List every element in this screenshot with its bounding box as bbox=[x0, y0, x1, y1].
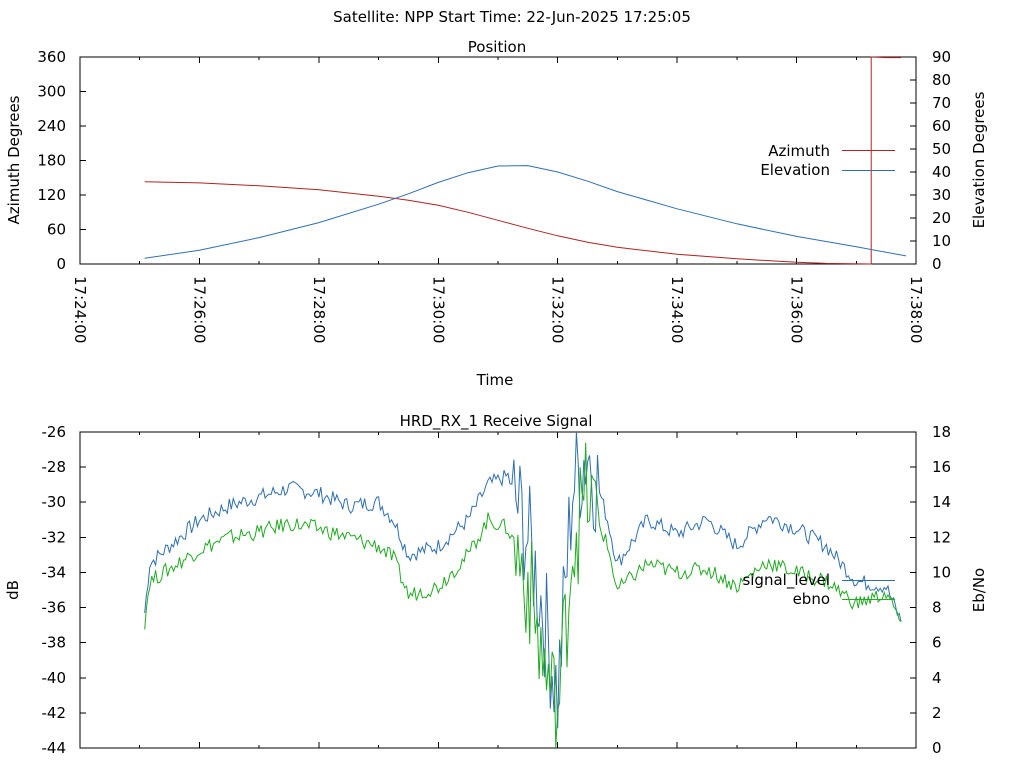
y2-tick-label: 4 bbox=[932, 669, 942, 687]
y-tick-label: -32 bbox=[42, 528, 67, 546]
signal-ticks: -26 -28 -30 -32 -34 -36 -38 -40 -42 -44 18 16 14 12 10… bbox=[42, 423, 952, 757]
y-tick-label: 360 bbox=[37, 48, 66, 66]
series-line-signal-level bbox=[144, 431, 902, 729]
y-tick-label: 60 bbox=[47, 221, 66, 239]
series-line-ebno bbox=[144, 442, 902, 749]
x-tick-label: 17:30:00 bbox=[429, 276, 447, 343]
position-legend: Azimuth Elevation bbox=[760, 142, 895, 179]
y2-tick-label: 16 bbox=[932, 458, 951, 476]
position-lines bbox=[144, 56, 907, 265]
signal-chart: HRD_RX_1 Receive Signal -26-28-30-32-34-… bbox=[4, 412, 988, 757]
x-tick-label: 17:38:00 bbox=[907, 276, 925, 343]
y2-tick-label: 8 bbox=[932, 599, 942, 617]
y2-tick-label: 50 bbox=[932, 140, 951, 158]
y2-tick-label: 0 bbox=[932, 255, 942, 273]
y2-tick-label: 20 bbox=[932, 209, 951, 227]
y2-tick-label: 18 bbox=[932, 423, 951, 441]
x-tick-label: 17:32:00 bbox=[549, 276, 567, 343]
y2-tick-label: 80 bbox=[932, 71, 951, 89]
position-x-label: Time bbox=[476, 371, 514, 389]
position-y-label: Azimuth Degrees bbox=[5, 95, 23, 224]
signal-legend: signal_level ebno bbox=[742, 571, 895, 608]
y2-tick-label: 10 bbox=[932, 563, 951, 581]
position-chart-title: Position bbox=[468, 38, 526, 56]
signal-chart-title: HRD_RX_1 Receive Signal bbox=[400, 412, 593, 431]
y2-tick-label: 90 bbox=[932, 48, 951, 66]
x-tick-label: 17:34:00 bbox=[668, 276, 686, 343]
x-tick-label: 17:28:00 bbox=[310, 276, 328, 343]
y-tick-label: 180 bbox=[37, 152, 66, 170]
page-title: Satellite: NPP Start Time: 22-Jun-2025 1… bbox=[333, 8, 691, 26]
position-ticks: 17:24:00 17:26:00 17:28:00 17:30:00 17:32:00… bbox=[37, 48, 951, 343]
y2-tick-label: 30 bbox=[932, 186, 951, 204]
y-tick-label: 0 bbox=[56, 255, 66, 273]
y2-tick-label: 0 bbox=[932, 739, 942, 757]
y-tick-label: 240 bbox=[37, 117, 66, 135]
series-line-elevation bbox=[144, 165, 907, 259]
y-tick-label: -30 bbox=[42, 493, 67, 511]
position-y2-label: Elevation Degrees bbox=[970, 91, 988, 228]
y2-tick-label: 14 bbox=[932, 493, 951, 511]
signal-plot-frame bbox=[79, 431, 917, 749]
x-tick-label: 17:36:00 bbox=[788, 276, 806, 343]
y-tick-label: -38 bbox=[42, 634, 67, 652]
y2-tick-label: 6 bbox=[932, 634, 942, 652]
y2-tick-label: 2 bbox=[932, 704, 942, 722]
y-tick-label: -34 bbox=[42, 563, 67, 581]
y-tick-label: -26 bbox=[42, 423, 67, 441]
y-tick-label: -36 bbox=[42, 599, 67, 617]
signal-y-label: dB bbox=[4, 580, 22, 600]
x-tick-label: 17:24:00 bbox=[71, 276, 89, 343]
y-tick-label: -44 bbox=[42, 739, 67, 757]
signal-y2-label: Eb/No bbox=[970, 568, 988, 612]
x-tick-label: 17:26:00 bbox=[190, 276, 208, 343]
y2-tick-label: 10 bbox=[932, 232, 951, 250]
y-tick-label: 300 bbox=[37, 83, 66, 101]
y-tick-label: 120 bbox=[37, 186, 66, 204]
y2-tick-label: 40 bbox=[932, 163, 951, 181]
y-tick-label: -40 bbox=[42, 669, 67, 687]
series-line-azimuth bbox=[144, 56, 902, 265]
y-tick-label: -42 bbox=[42, 704, 67, 722]
y2-tick-label: 60 bbox=[932, 117, 951, 135]
legend-azimuth-label: Azimuth bbox=[768, 142, 830, 160]
y-tick-label: -28 bbox=[42, 458, 67, 476]
position-chart: Position 17:24:00 17:26:00 17:28:00 17:30:0… bbox=[5, 38, 988, 389]
legend-elevation-label: Elevation bbox=[760, 161, 830, 179]
y2-tick-label: 12 bbox=[932, 528, 951, 546]
legend-signal-label: signal_level bbox=[742, 571, 830, 590]
legend-ebno-label: ebno bbox=[793, 590, 830, 608]
signal-lines bbox=[144, 431, 902, 749]
y2-tick-label: 70 bbox=[932, 94, 951, 112]
